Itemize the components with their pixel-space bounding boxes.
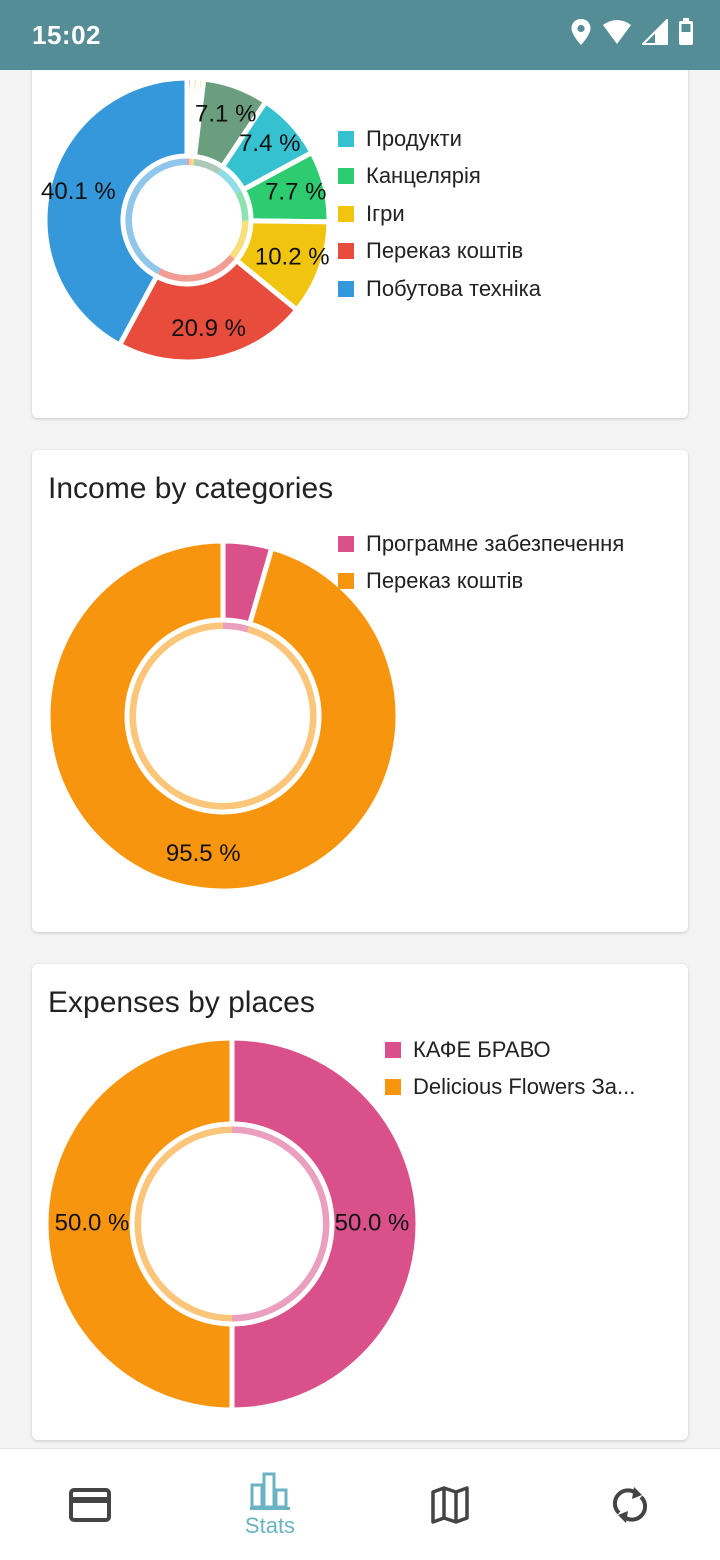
signal-icon — [642, 19, 668, 45]
expenses-categories-donut-chart: 7.1 % 7.4 % 7.7 % 10.2 % 20.9 % 40.1 % — [41, 75, 332, 365]
legend-swatch — [338, 243, 354, 260]
legend-label: Переказ коштів — [366, 238, 524, 264]
donut-slice[interactable] — [229, 1035, 421, 1413]
donut-slice[interactable] — [42, 75, 190, 349]
location-icon — [571, 19, 591, 45]
slice-label: 7.4 % — [239, 130, 300, 157]
slice-label: 7.7 % — [265, 179, 326, 206]
legend-item: Delicious Flowers За... — [385, 1069, 635, 1107]
donut-inner-ring — [235, 189, 252, 221]
status-bar: 15:02 — [0, 0, 720, 70]
legend-swatch — [338, 205, 354, 222]
credit-card-icon — [69, 1488, 111, 1522]
slice-label: 50.0 % — [55, 1209, 130, 1236]
legend-label: Ігри — [366, 200, 405, 226]
nav-item-map[interactable] — [360, 1449, 540, 1560]
legend-item: Продукти — [338, 120, 541, 158]
donut-inner-ring — [229, 220, 251, 261]
legend-item: Переказ коштів — [338, 233, 541, 271]
status-icons — [570, 18, 694, 46]
legend-item: Ігри — [338, 195, 541, 233]
slice-label: 7.1 % — [195, 100, 256, 127]
expenses-by-places-card: Expenses by places 50.0 % 50.0 % КАФЕ БРА… — [32, 964, 688, 1440]
legend-swatch — [338, 168, 354, 185]
legend-label: Переказ коштів — [366, 568, 524, 594]
wifi-icon — [603, 20, 631, 44]
slice-label: 20.9 % — [171, 315, 246, 342]
bottom-navigation: Stats — [0, 1448, 720, 1560]
sync-icon — [612, 1487, 648, 1523]
income-by-categories-card: Income by categories 95.5 % Програмне за… — [32, 450, 688, 932]
legend-item: КАФЕ БРАВО — [385, 1031, 635, 1069]
legend-label: Канцелярія — [366, 163, 481, 189]
donut-inner-ring — [217, 166, 244, 194]
legend-label: Delicious Flowers За... — [413, 1074, 636, 1100]
nav-label-stats: Stats — [244, 1513, 296, 1538]
donut-inner-ring — [193, 156, 223, 175]
legend-item: Переказ коштів — [338, 563, 624, 601]
bar-chart-icon — [250, 1472, 290, 1510]
slice-label: 10.2 % — [255, 244, 330, 271]
slice-label: 95.5 % — [166, 840, 241, 867]
battery-icon — [679, 18, 693, 45]
legend-swatch — [338, 130, 354, 147]
nav-item-cards[interactable] — [0, 1449, 180, 1560]
expenses-places-legend: КАФЕ БРАВО Delicious Flowers За... — [385, 1031, 635, 1106]
legend-label: Побутова техніка — [366, 275, 541, 301]
donut-slice[interactable] — [45, 538, 401, 894]
income-categories-legend: Програмне забезпечення Переказ коштів — [338, 525, 624, 600]
legend-swatch — [385, 1041, 401, 1058]
legend-item: Програмне забезпечення — [338, 525, 624, 563]
donut-inner-ring — [122, 156, 187, 277]
legend-item: Канцелярія — [338, 158, 541, 196]
legend-swatch — [338, 535, 354, 552]
legend-label: Програмне забезпечення — [366, 530, 625, 556]
status-time: 15:02 — [32, 20, 101, 50]
legend-label: Продукти — [366, 125, 462, 151]
stats-content[interactable]: 7.1 % 7.4 % 7.7 % 10.2 % 20.9 % 40.1 % Продук… — [0, 70, 720, 1448]
map-icon — [431, 1486, 469, 1524]
nav-item-sync[interactable] — [540, 1449, 720, 1560]
donut-slice[interactable] — [43, 1035, 235, 1413]
income-categories-donut-chart: 95.5 % — [45, 538, 401, 894]
legend-swatch — [338, 280, 354, 297]
donut-slice[interactable] — [116, 257, 301, 365]
nav-item-stats[interactable]: Stats — [180, 1449, 360, 1560]
expenses-categories-legend: Продукти Канцелярія Ігри Переказ коштів … — [338, 120, 541, 308]
card-title: Expenses by places — [48, 986, 315, 1019]
expenses-by-categories-card: 7.1 % 7.4 % 7.7 % 10.2 % 20.9 % 40.1 % Продук… — [32, 70, 688, 418]
legend-swatch — [385, 1079, 401, 1096]
legend-label: КАФЕ БРАВО — [413, 1036, 551, 1062]
card-title: Income by categories — [48, 472, 334, 505]
slice-label: 50.0 % — [335, 1209, 410, 1236]
legend-swatch — [338, 573, 354, 590]
slice-label: 40.1 % — [41, 178, 116, 205]
legend-item: Побутова техніка — [338, 270, 541, 308]
expenses-places-donut-chart: 50.0 % 50.0 % — [43, 1035, 421, 1413]
